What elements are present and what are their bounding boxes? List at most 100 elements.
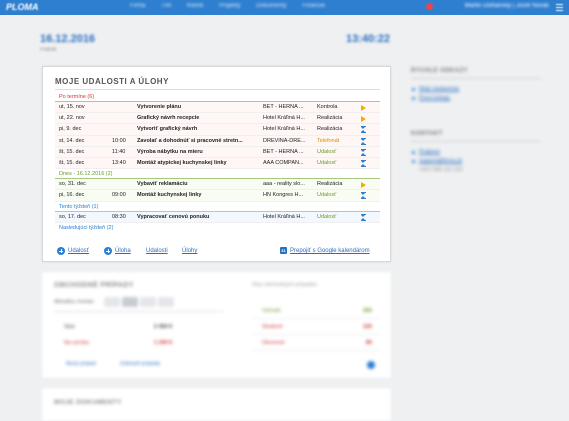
event-row[interactable]: št, 15. dec 13:40 Montáž atypickej kuchy… — [55, 157, 380, 170]
add-task-link[interactable]: Úloha — [115, 248, 131, 254]
main-nav: Firma Tím Klienti Projekty Dokumenty Fin… — [130, 3, 339, 9]
event-date: so, 17. dec — [59, 213, 86, 220]
add-task-icon[interactable] — [104, 247, 112, 255]
event-client: BET - HERNA ... — [263, 104, 304, 110]
hamburger-menu-icon[interactable] — [556, 4, 563, 11]
events-tasks-card: MOJE UDALOSTI A ÚLOHY Po termíne (6) ut,… — [42, 66, 391, 262]
nav-item-tim[interactable]: Tím — [160, 3, 172, 9]
new-case-link[interactable]: Nový prípad — [66, 361, 96, 367]
google-calendar-icon[interactable]: 31 — [280, 247, 287, 254]
filter-segment[interactable] — [122, 297, 138, 307]
quick-links-title: RÝCHLE ODKAZY — [411, 68, 468, 74]
event-title[interactable]: Vytvorenie plánu — [137, 104, 182, 110]
contact-link[interactable]: support@firma.sk — [411, 157, 541, 166]
google-calendar-link[interactable]: Prepojiť s Google kalendárom — [290, 248, 370, 254]
status-value: 250 — [362, 308, 372, 314]
event-time: 08:30 — [112, 213, 126, 220]
status-row: Stratené 120 — [252, 322, 382, 335]
card-subtitle: Stav obchodných prípadov — [252, 282, 318, 288]
event-status: Udalosť — [317, 213, 337, 220]
show-cases-link[interactable]: Zobraziť prípady — [120, 361, 161, 367]
event-time: 09:00 — [112, 192, 126, 199]
contact-title: KONTAKT — [411, 131, 443, 137]
event-title[interactable]: Vytvoriť grafický návrh — [137, 126, 198, 133]
group-this-week[interactable]: Tento týždeň (1) — [55, 202, 380, 212]
add-event-link[interactable]: Udalosť — [68, 248, 89, 254]
events-actions: Udalosť Úloha Udalosti Úlohy 31 Prepojiť… — [57, 246, 382, 256]
nav-item-klienti[interactable]: Klienti — [186, 3, 204, 9]
event-date: ut, 22. nov — [59, 115, 85, 122]
event-status: Realizácia — [317, 126, 343, 133]
nav-item-financie[interactable]: Financie — [302, 3, 326, 9]
event-title[interactable]: Výroba nábytku na mieru — [137, 148, 203, 155]
current-day: Piatok — [40, 47, 57, 53]
group-next-week[interactable]: Nasledujúci týždeň (2) — [59, 224, 114, 231]
play-icon[interactable] — [360, 102, 370, 113]
event-row[interactable]: št, 15. dec 11:40 Výroba nábytku na mier… — [55, 146, 380, 158]
contact-phone: +421 900 111 222 — [419, 167, 463, 173]
group-overdue[interactable]: Po termíne (6) — [55, 92, 380, 102]
event-client: aaa - reality slo... — [263, 181, 305, 188]
status-value: 120 — [362, 324, 372, 330]
quick-link[interactable]: Pozvi kolegu — [411, 94, 541, 103]
event-title[interactable]: Montáž atypickej kuchynskej linky — [137, 159, 227, 166]
tasks-link[interactable]: Úlohy — [182, 248, 198, 254]
event-row[interactable]: so, 17. dec 08:30 Vypracovať cenovú ponu… — [55, 211, 380, 223]
event-date: št, 15. dec — [59, 148, 85, 155]
events-link[interactable]: Udalosti — [146, 248, 168, 254]
event-client: Hotel Kráľiná H... — [263, 126, 305, 133]
hourglass-icon[interactable] — [360, 124, 370, 135]
divider — [411, 141, 541, 142]
nav-item-projekty[interactable]: Projekty — [218, 3, 241, 9]
event-row[interactable]: pi, 16. dec 09:00 Montáž kuchynskej link… — [55, 190, 380, 202]
event-row[interactable]: so, 31. dec Vybaviť reklamáciu aaa - rea… — [55, 179, 380, 191]
divider — [55, 89, 380, 90]
event-title[interactable]: Grafický návrh recepcie — [137, 115, 200, 122]
card-title: OBCHODNÉ PRÍPADY — [54, 282, 134, 289]
filter-segment[interactable] — [104, 297, 120, 307]
status-value: 80 — [365, 340, 372, 346]
event-status: Kontrola — [317, 104, 338, 110]
filter-segment[interactable] — [140, 297, 156, 307]
app-logo[interactable]: PLOMA — [6, 2, 39, 12]
event-date: st, 14. dec — [59, 137, 85, 144]
event-row[interactable]: ut, 22. nov Grafický návrh recepcie Hote… — [55, 113, 380, 125]
nav-item-firma[interactable]: Firma — [130, 3, 146, 9]
divider — [411, 78, 541, 79]
hourglass-icon[interactable] — [360, 190, 370, 201]
hourglass-icon[interactable] — [360, 158, 370, 169]
event-time: 11:40 — [112, 148, 126, 155]
finance-value: 1 200 € — [154, 340, 173, 346]
add-event-icon[interactable] — [57, 247, 65, 255]
group-today[interactable]: Dnes - 16.12.2016 (2) — [55, 169, 380, 180]
period-filter[interactable]: Aktuálny mesiac — [54, 299, 95, 305]
event-client: HN Kongres H... — [263, 192, 304, 199]
documents-card: MOJE DOKUMENTY — [42, 388, 391, 421]
download-icon[interactable] — [367, 361, 375, 369]
event-status: Udalosť — [317, 148, 337, 155]
quick-link[interactable]: Moje nastavenia — [411, 85, 541, 94]
user-menu[interactable]: Martin Dolňanský | Jozef Novák — [464, 3, 549, 9]
contact-link[interactable]: Podpora — [411, 148, 541, 157]
event-row[interactable]: ut, 15. nov Vytvorenie plánu BET - HERNA… — [55, 102, 380, 114]
hourglass-icon[interactable] — [360, 147, 370, 158]
event-row[interactable]: st, 14. dec 10:00 Zavolať a dohodnúť si … — [55, 135, 380, 147]
event-client: Hotel Kráľiná H... — [263, 213, 305, 220]
event-title[interactable]: Montáž kuchynskej linky — [137, 192, 202, 199]
event-title[interactable]: Vypracovať cenovú ponuku — [137, 213, 210, 220]
event-date: pi, 9. dec — [59, 126, 82, 133]
event-status: Udalosť — [317, 192, 337, 199]
play-icon[interactable] — [360, 179, 370, 190]
notification-icon[interactable] — [426, 3, 433, 10]
play-icon[interactable] — [360, 113, 370, 124]
hourglass-icon[interactable] — [360, 136, 370, 147]
event-row[interactable]: pi, 9. dec Vytvoriť grafický návrh Hotel… — [55, 124, 380, 136]
hourglass-icon[interactable] — [360, 212, 370, 223]
event-client: DREVINA-DRE... — [263, 137, 306, 144]
event-title[interactable]: Zavolať a dohodnúť si pracovné stretn... — [137, 137, 243, 144]
event-status: Udalosť — [317, 159, 337, 166]
nav-item-dokumenty[interactable]: Dokumenty — [256, 3, 287, 9]
filter-segment[interactable] — [158, 297, 174, 307]
event-client: Hotel Kráľiná H... — [263, 115, 305, 122]
event-title[interactable]: Vybaviť reklamáciu — [137, 181, 188, 188]
